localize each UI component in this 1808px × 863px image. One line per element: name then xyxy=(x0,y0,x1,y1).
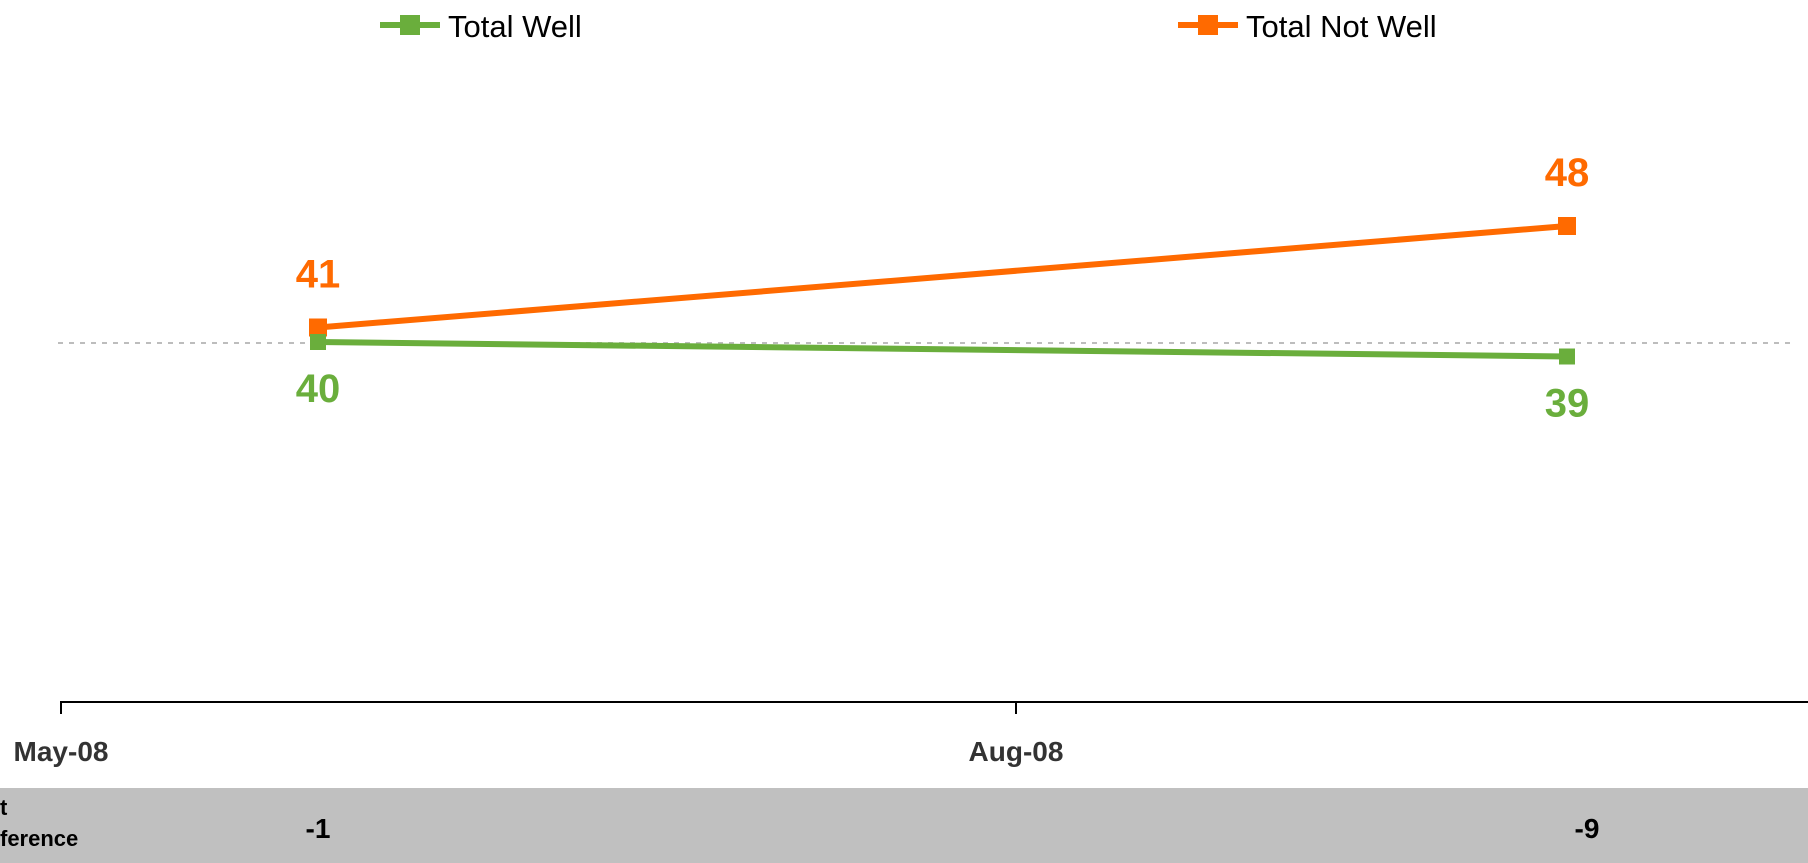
data-point-total-well-2 xyxy=(1559,348,1575,365)
legend-item-total-well: Total Well xyxy=(380,9,582,44)
x-axis: May-08 Aug-08 xyxy=(14,701,1808,767)
x-tick-label-aug-08: Aug-08 xyxy=(969,736,1064,767)
difference-label-line-1: t xyxy=(0,795,8,820)
data-label-total-not-well-2: 48 xyxy=(1545,151,1590,195)
legend-swatch-marker-total-well xyxy=(400,15,420,35)
difference-value-1: -1 xyxy=(306,813,331,844)
series-group: 41 48 40 39 xyxy=(296,151,1590,426)
data-label-total-not-well-1: 41 xyxy=(296,253,341,297)
data-point-total-well-1 xyxy=(310,334,326,350)
legend-label-total-not-well: Total Not Well xyxy=(1246,9,1437,44)
x-tick-label-may-08: May-08 xyxy=(14,736,109,767)
legend-label-total-well: Total Well xyxy=(448,9,582,44)
difference-band-background xyxy=(0,788,1808,863)
series-line-total-well xyxy=(317,339,1568,360)
legend: Total Well Total Not Well xyxy=(380,9,1437,44)
legend-swatch-marker-total-not-well xyxy=(1198,15,1218,35)
data-point-total-not-well-1 xyxy=(309,318,327,337)
legend-item-total-not-well: Total Not Well xyxy=(1178,9,1437,44)
difference-label-line-2: ference xyxy=(0,826,78,851)
difference-value-2: -9 xyxy=(1575,813,1600,844)
difference-band: t ference -1 -9 xyxy=(0,788,1808,863)
series-line-total-not-well xyxy=(317,223,1568,331)
data-point-total-not-well-2 xyxy=(1558,217,1576,235)
data-label-total-well-1: 40 xyxy=(296,367,341,411)
data-label-total-well-2: 39 xyxy=(1545,382,1590,426)
